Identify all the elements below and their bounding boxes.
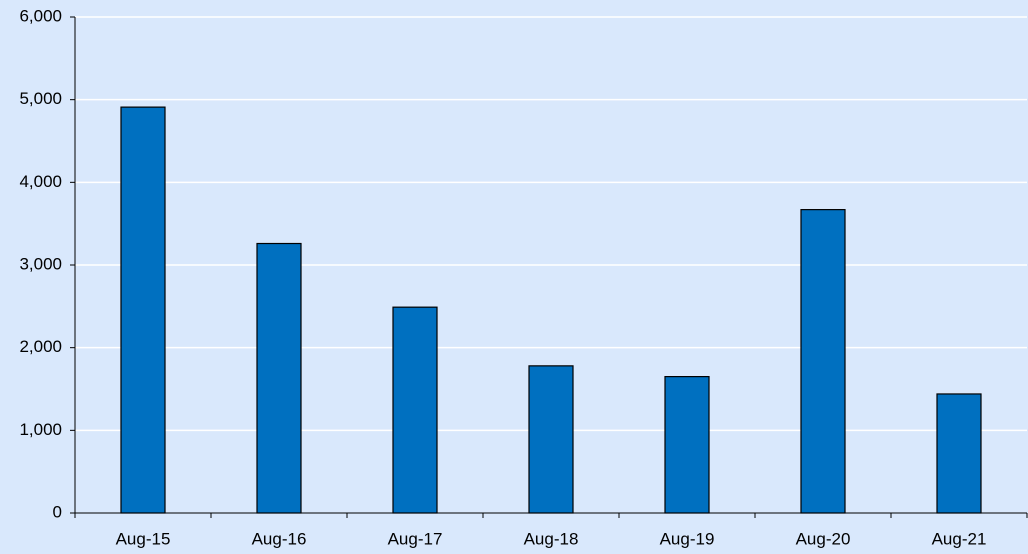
y-tick-label: 6,000 xyxy=(19,6,62,25)
y-tick-label: 0 xyxy=(53,502,62,521)
x-tick-label: Aug-20 xyxy=(796,529,851,548)
x-tick-label: Aug-16 xyxy=(252,529,307,548)
bar xyxy=(120,106,166,514)
x-tick-label: Aug-15 xyxy=(116,529,171,548)
bar xyxy=(936,393,982,514)
bar xyxy=(528,365,574,514)
bar xyxy=(664,376,710,514)
x-tick-label: Aug-17 xyxy=(388,529,443,548)
y-tick-label: 5,000 xyxy=(19,89,62,108)
y-tick-label: 4,000 xyxy=(19,172,62,191)
bar xyxy=(800,209,846,514)
x-tick-label: Aug-19 xyxy=(660,529,715,548)
y-tick-label: 1,000 xyxy=(19,420,62,439)
bar xyxy=(392,306,438,514)
y-tick-label: 2,000 xyxy=(19,337,62,356)
y-tick-label: 3,000 xyxy=(19,254,62,273)
x-tick-label: Aug-18 xyxy=(524,529,579,548)
x-tick-label: Aug-21 xyxy=(932,529,987,548)
bar xyxy=(256,242,302,514)
